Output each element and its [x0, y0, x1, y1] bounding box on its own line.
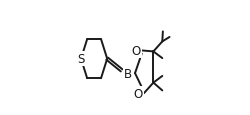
Text: O: O: [134, 87, 143, 100]
Text: B: B: [124, 67, 132, 80]
Text: S: S: [77, 53, 85, 66]
Text: O: O: [132, 44, 141, 57]
